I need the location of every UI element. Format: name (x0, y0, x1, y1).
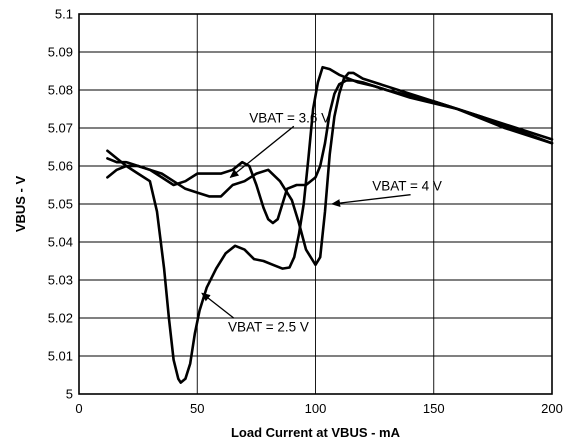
series-line-2 (106, 79, 554, 225)
y-tick-label: 5.01 (48, 349, 73, 364)
annotation-arrow (229, 125, 295, 179)
annotation-arrow (331, 194, 411, 208)
y-tick-label: 5.1 (55, 7, 73, 22)
x-tick-label: 0 (75, 401, 82, 416)
grid (78, 13, 553, 395)
y-tick-label: 5 (66, 387, 73, 402)
x-tick-label: 50 (190, 401, 204, 416)
x-tick-label: 100 (305, 401, 327, 416)
plot-frame (78, 13, 553, 395)
x-tick-label: 200 (541, 401, 563, 416)
y-tick-label: 5.09 (48, 45, 73, 60)
y-tick-label: 5.04 (48, 235, 73, 250)
y-tick-label: 5.07 (48, 121, 73, 136)
x-axis-title: Load Current at VBUS - mA (231, 425, 401, 440)
annotations: VBAT = 3.6 V VBAT = 4 V VBAT = 2.5 V (201, 110, 442, 334)
tick-labels: 5 5.01 5.02 5.03 5.04 5.05 5.06 5.07 5.08 5.09 5.1… (48, 7, 563, 417)
annotation-label: VBAT = 2.5 V (228, 319, 309, 334)
y-tick-label: 5.03 (48, 273, 73, 288)
annotation-label: VBAT = 4 V (372, 179, 442, 194)
annotation-label: VBAT = 3.6 V (249, 110, 330, 125)
y-tick-label: 5.08 (48, 83, 73, 98)
y-tick-label: 5.02 (48, 311, 73, 326)
y-axis-title: VBUS - V (13, 176, 28, 233)
series-lines (106, 65, 554, 384)
series-line-0 (106, 65, 554, 384)
y-tick-label: 5.06 (48, 159, 73, 174)
annotation-arrow (201, 292, 235, 319)
series-line-1 (106, 71, 554, 267)
y-tick-label: 5.05 (48, 197, 73, 212)
x-tick-label: 150 (423, 401, 445, 416)
plot-border (78, 13, 553, 395)
